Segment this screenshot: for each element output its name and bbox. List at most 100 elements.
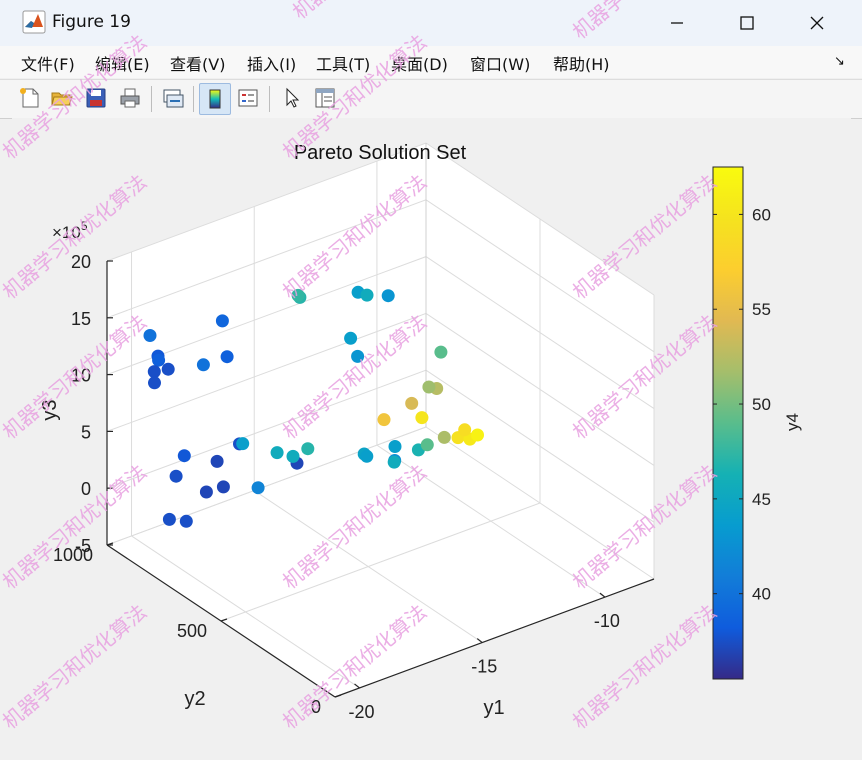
figure-toolbar <box>0 79 862 119</box>
data-point <box>270 446 284 460</box>
menu-insert[interactable]: 插入(I) <box>247 55 297 74</box>
data-point <box>152 353 166 367</box>
menu-bar: 文件(F) 编辑(E) 查看(V) 插入(I) 工具(T) 桌面(D) 窗口(W… <box>0 46 862 78</box>
data-point <box>381 289 395 303</box>
z-axis-multiplier-base: ×10 <box>52 223 81 242</box>
z-tick-label: 0 <box>81 479 91 499</box>
data-point <box>405 396 419 410</box>
z-axis-multiplier-exponent: 5 <box>81 219 88 233</box>
y-tick <box>220 618 228 622</box>
chart-title: Pareto Solution Set <box>294 142 467 164</box>
colorbar-icon <box>209 89 221 109</box>
colorbar-tick-label: 45 <box>752 490 771 509</box>
data-point <box>210 454 224 468</box>
data-point <box>169 469 183 483</box>
data-point <box>162 512 176 526</box>
data-point <box>360 288 374 302</box>
dock-figure-icon[interactable]: ↘ <box>834 54 845 69</box>
figure-canvas: -20 -15 -10 0 500 1000 -5 0 5 10 15 20 Pareto Solut… <box>12 118 851 750</box>
insert-colorbar-button[interactable] <box>199 83 231 115</box>
data-point <box>251 481 265 495</box>
data-point <box>236 437 250 451</box>
x-axis-label: y1 <box>483 697 504 719</box>
menu-desktop[interactable]: 桌面(D) <box>391 55 448 74</box>
data-point <box>286 449 300 463</box>
print-icon <box>120 88 140 108</box>
insert-legend-button[interactable] <box>233 83 263 113</box>
z-tick-label: 15 <box>71 309 91 329</box>
x-tick-label: -15 <box>471 657 497 677</box>
menu-file[interactable]: 文件(F) <box>21 55 75 74</box>
z-axis-label: y3 <box>39 399 61 420</box>
data-point <box>360 449 374 463</box>
data-point <box>216 480 230 494</box>
maximize-button[interactable] <box>712 0 782 46</box>
z-axis-multiplier: ×105 <box>52 219 88 242</box>
toolbar-separator <box>193 86 194 112</box>
data-point <box>420 438 434 452</box>
data-point <box>415 411 429 425</box>
link-plot-button[interactable] <box>158 83 188 113</box>
edit-plot-button[interactable] <box>277 83 307 113</box>
colorbar-tick-label: 60 <box>752 205 771 224</box>
new-figure-icon <box>20 88 39 108</box>
data-point <box>388 440 402 453</box>
property-inspector-button[interactable] <box>310 83 340 113</box>
data-point <box>458 423 472 437</box>
data-point <box>437 430 451 444</box>
z-tick-label: 5 <box>81 422 91 442</box>
menu-edit[interactable]: 编辑(E) <box>95 55 150 74</box>
x-tick <box>354 683 360 689</box>
x-axis-line <box>334 578 655 698</box>
data-point <box>196 358 210 372</box>
z-tick-label: 20 <box>71 252 91 272</box>
menu-window[interactable]: 窗口(W) <box>470 55 531 74</box>
print-button[interactable] <box>115 83 145 113</box>
scatter3-chart[interactable]: -20 -15 -10 0 500 1000-5 0 5 10 15 20 Pareto Solut… <box>12 118 851 750</box>
data-point <box>147 365 161 379</box>
save-button[interactable] <box>81 83 111 113</box>
legend-icon <box>238 89 258 107</box>
data-point <box>351 349 365 363</box>
edit-plot-cursor-icon <box>286 87 300 108</box>
data-point <box>220 350 234 364</box>
x-tick-label: -10 <box>594 611 620 631</box>
close-icon <box>810 16 824 30</box>
x-tick-label: -20 <box>349 702 375 722</box>
colorbar-bar <box>712 166 744 680</box>
y-axis-label: y2 <box>184 688 205 710</box>
data-point <box>199 485 213 499</box>
new-figure-button[interactable] <box>15 83 45 113</box>
data-point <box>377 413 391 427</box>
grid-lines <box>106 142 655 698</box>
link-plot-icon <box>163 89 184 108</box>
close-button[interactable] <box>782 0 852 46</box>
data-point <box>434 345 448 359</box>
colorbar[interactable]: 40 45 50 55 60 <box>712 166 771 680</box>
menu-help[interactable]: 帮助(H) <box>553 55 610 74</box>
colorbar-label: y4 <box>783 413 802 431</box>
data-points <box>143 285 484 528</box>
y-tick-label: 500 <box>177 621 207 641</box>
data-point <box>161 362 175 376</box>
data-point <box>179 514 193 528</box>
data-point <box>301 442 315 456</box>
matlab-logo-icon <box>22 10 46 34</box>
minimize-icon <box>671 22 683 24</box>
colorbar-tick-label: 50 <box>752 395 771 414</box>
open-file-button[interactable] <box>47 83 77 113</box>
data-point <box>387 455 401 469</box>
y-tick <box>334 694 342 698</box>
data-point <box>344 331 358 345</box>
z-tick-label: -5 <box>75 536 91 556</box>
toolbar-separator <box>269 86 270 112</box>
data-point <box>215 314 229 328</box>
menu-tools[interactable]: 工具(T) <box>316 55 371 74</box>
title-bar: Figure 19 <box>0 0 862 46</box>
y-tick-label: 0 <box>311 697 321 717</box>
maximize-icon <box>740 16 754 30</box>
window-title: Figure 19 <box>52 12 131 32</box>
save-icon <box>86 88 106 108</box>
minimize-button[interactable] <box>642 0 712 46</box>
menu-view[interactable]: 查看(V) <box>170 55 226 74</box>
